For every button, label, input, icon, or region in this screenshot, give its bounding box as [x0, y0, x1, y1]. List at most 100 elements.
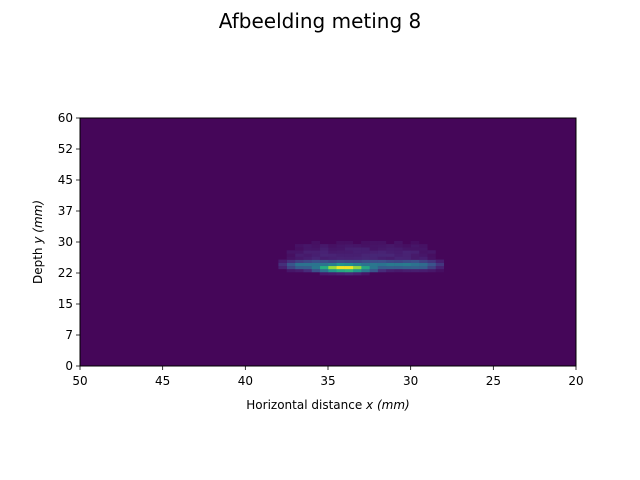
heatmap-cell: [303, 259, 312, 263]
heatmap-cell: [328, 247, 337, 251]
heatmap-cell: [328, 268, 337, 273]
y-tick-label: 30: [58, 235, 73, 249]
heatmap-cell: [410, 253, 420, 257]
heatmap-cell: [369, 244, 378, 248]
heatmap-cell: [369, 256, 378, 260]
heatmap-cell: [344, 256, 354, 260]
heatmap-cell: [311, 256, 321, 260]
x-tick-label: 25: [486, 374, 501, 388]
heatmap-cell: [410, 250, 420, 254]
heatmap-cell: [369, 259, 378, 263]
x-tick-label: 35: [320, 374, 335, 388]
heatmap-cell: [319, 244, 329, 248]
heatmap-cell: [286, 259, 296, 263]
heatmap-cell: [410, 244, 420, 248]
heatmap-cell: [336, 262, 345, 267]
heatmap-cell: [328, 244, 337, 248]
heatmap-cell: [336, 256, 345, 260]
heatmap-cell: [328, 265, 337, 270]
heatmap-cell: [319, 256, 329, 260]
heatmap-cell: [361, 250, 370, 254]
heatmap-cell: [385, 262, 395, 267]
heatmap-cell: [385, 268, 395, 273]
heatmap-cell: [361, 256, 370, 260]
heatmap-cell: [361, 247, 370, 251]
x-tick-label: 30: [403, 374, 418, 388]
heatmap-cell: [336, 244, 345, 248]
heatmap-cell: [286, 253, 296, 257]
heatmap-cell: [311, 262, 321, 267]
heatmap-cell: [294, 256, 304, 260]
heatmap-cell: [344, 268, 354, 273]
heatmap-cell: [352, 256, 362, 260]
y-tick-label: 45: [58, 173, 73, 187]
heatmap-cell: [294, 259, 304, 263]
heatmap-cell: [369, 265, 378, 270]
heatmap-cell: [294, 244, 304, 248]
heatmap-cell: [369, 247, 378, 251]
heatmap-cell: [278, 262, 287, 267]
heatmap-cell: [294, 247, 304, 251]
y-axis-label: Depth y (mm): [31, 200, 45, 284]
heatmap-cell: [385, 265, 395, 270]
heatmap-cell: [286, 262, 296, 267]
heatmap-cell: [435, 262, 445, 267]
heatmap-cell: [344, 247, 354, 251]
heatmap-cell: [402, 259, 411, 263]
heatmap-cell: [435, 268, 445, 273]
heatmap-cell: [328, 259, 337, 263]
heatmap-cell: [303, 247, 312, 251]
heatmap-cell: [394, 259, 403, 263]
heatmap-cell: [435, 265, 445, 270]
heatmap-cell: [369, 240, 378, 245]
heatmap-cell: [418, 244, 428, 248]
heatmap-cell: [352, 247, 362, 251]
heatmap-cell: [328, 250, 337, 254]
heatmap-cell: [303, 256, 312, 260]
heatmap-cell: [352, 244, 362, 248]
heatmap-cell: [336, 265, 345, 270]
heatmap-cell: [394, 244, 403, 248]
heatmap-cell: [369, 262, 378, 267]
heatmap-cell: [319, 247, 329, 251]
heatmap-cell: [294, 250, 304, 254]
x-tick-label: 45: [155, 374, 170, 388]
heatmap-cell: [394, 262, 403, 267]
heatmap-cell: [410, 240, 420, 245]
heatmap-cell: [344, 253, 354, 257]
heatmap-cell: [394, 250, 403, 254]
heatmap-cell: [361, 240, 370, 245]
heatmap-cell: [427, 268, 436, 273]
chart-title: Afbeelding meting 8: [219, 9, 422, 33]
heatmap-cell: [361, 262, 370, 267]
y-axis: 0 7 15 22 30 37 45 52 60: [58, 111, 80, 373]
heatmap-cell: [377, 268, 387, 273]
heatmap-cell: [344, 262, 354, 267]
heatmap-cell: [361, 244, 370, 248]
heatmap-cell: [394, 268, 403, 273]
heatmap-cell: [303, 250, 312, 254]
heatmap-cell: [336, 247, 345, 251]
x-axis-label: Horizontal distance x (mm): [246, 398, 409, 412]
heatmap-cell: [278, 259, 287, 263]
heatmap-cell: [352, 262, 362, 267]
heatmap-cell: [311, 259, 321, 263]
heatmap-cell: [394, 253, 403, 257]
heatmap-cell: [311, 240, 321, 245]
heatmap-cell: [402, 244, 411, 248]
heatmap-cell: [402, 265, 411, 270]
heatmap-cell: [344, 259, 354, 263]
heatmap-cell: [394, 247, 403, 251]
heatmap-cell: [303, 253, 312, 257]
heatmap-cell: [427, 256, 436, 260]
heatmap-cell: [344, 250, 354, 254]
heatmap-cell: [385, 244, 395, 248]
heatmap-cell: [294, 265, 304, 270]
heatmap-cell: [311, 247, 321, 251]
heatmap-cell: [286, 256, 296, 260]
heatmap-cell: [402, 262, 411, 267]
heatmap-cell: [418, 262, 428, 267]
y-tick-label: 7: [65, 328, 73, 342]
heatmap-cell: [319, 271, 329, 276]
